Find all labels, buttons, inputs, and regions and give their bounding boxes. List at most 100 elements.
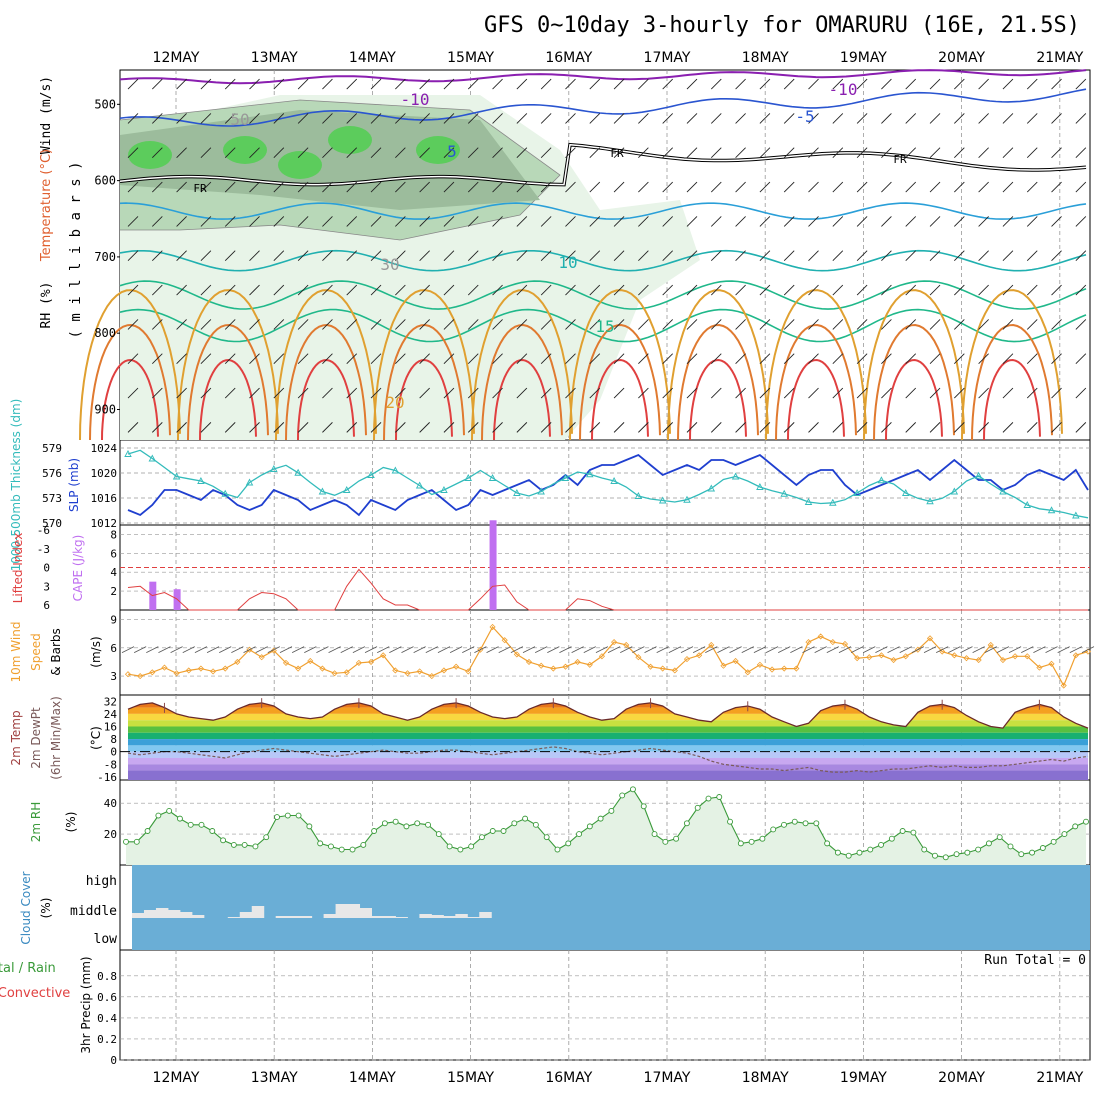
wind-speed-marker bbox=[197, 665, 204, 672]
rh-marker bbox=[220, 837, 227, 844]
wind-barb bbox=[1002, 353, 1014, 365]
thickness-marker bbox=[877, 476, 886, 484]
wind-barb bbox=[1051, 387, 1062, 399]
surface-wind-barb bbox=[182, 646, 195, 654]
wind-barb bbox=[249, 78, 260, 90]
surface-wind-barb bbox=[948, 646, 961, 654]
middle-cloud-bar bbox=[179, 912, 193, 918]
wind-speed-panel: 9 6 3 bbox=[110, 613, 1095, 689]
wind-speed-marker bbox=[793, 665, 800, 672]
wind-barb bbox=[808, 422, 819, 433]
wind-barb bbox=[346, 319, 358, 330]
surface-wind-barb bbox=[705, 646, 718, 654]
wind-barb bbox=[492, 181, 503, 193]
rh-marker bbox=[834, 849, 841, 856]
contour-label: FR bbox=[893, 153, 907, 166]
wind-speed-line bbox=[127, 625, 1089, 687]
wind-speed-marker bbox=[453, 663, 460, 670]
diurnal-temp-contour bbox=[983, 358, 1041, 441]
wind-barb bbox=[978, 250, 989, 262]
contour-label: 50 bbox=[230, 110, 249, 129]
surface-wind-barb bbox=[522, 646, 536, 654]
surface-wind-barb bbox=[923, 646, 937, 654]
wind-barb bbox=[613, 250, 625, 262]
wind-barb bbox=[978, 422, 989, 433]
middle-cloud-bar bbox=[251, 906, 265, 918]
wind-barb bbox=[686, 78, 698, 90]
rh-marker bbox=[446, 843, 453, 850]
rh-marker bbox=[554, 846, 561, 853]
wind-barb bbox=[783, 216, 795, 227]
wind-barb bbox=[856, 181, 868, 193]
wind-barb bbox=[297, 113, 309, 124]
rh-marker bbox=[683, 820, 690, 827]
wind-barb bbox=[808, 284, 819, 296]
middle-cloud-bar bbox=[155, 908, 169, 918]
wind-barb bbox=[589, 216, 601, 227]
wind-barb bbox=[686, 422, 698, 433]
thickness-marker bbox=[756, 483, 764, 490]
wind-barb bbox=[565, 216, 576, 227]
wind-barb bbox=[1002, 250, 1014, 262]
wind-speed-marker bbox=[586, 661, 593, 668]
thickness-tick-left: 579 bbox=[42, 442, 62, 455]
wind-barb bbox=[540, 319, 552, 330]
wind-speed-marker bbox=[841, 640, 849, 648]
wind-barb bbox=[127, 113, 139, 124]
wind-barb bbox=[929, 353, 941, 365]
wind-barb bbox=[978, 319, 989, 330]
contour-label: 30 bbox=[380, 255, 399, 274]
wind-barb bbox=[1051, 147, 1062, 159]
diurnal-temp-contour bbox=[297, 358, 355, 441]
rh-marker bbox=[899, 828, 906, 834]
wind-barb bbox=[151, 147, 163, 159]
date-label-top: 13MAY bbox=[251, 50, 298, 66]
rh-marker bbox=[727, 818, 733, 825]
wind-barb bbox=[176, 181, 187, 193]
wind-barb bbox=[443, 147, 455, 159]
date-label-bottom: 19MAY bbox=[840, 1070, 887, 1086]
rh-marker bbox=[619, 792, 626, 799]
wind-barb bbox=[759, 353, 771, 365]
middle-cloud-bar bbox=[395, 917, 408, 918]
wind-barb bbox=[856, 250, 868, 262]
wind-barb bbox=[662, 319, 674, 330]
surface-wind-barb bbox=[449, 646, 463, 654]
wind-barb bbox=[467, 353, 479, 365]
rh-marker bbox=[349, 846, 356, 853]
wind-barb bbox=[881, 319, 892, 330]
diurnal-temp-contour bbox=[177, 289, 279, 441]
wind-barb bbox=[322, 181, 333, 193]
date-label-bottom: 15MAY bbox=[447, 1070, 494, 1086]
surface-wind-barb bbox=[206, 646, 220, 654]
wind-barb bbox=[735, 319, 746, 330]
rh-marker bbox=[651, 831, 658, 838]
wind-barb bbox=[710, 250, 722, 262]
wind-barb bbox=[443, 422, 455, 433]
surface-wind-barb bbox=[170, 646, 183, 654]
surface-wind-barb bbox=[644, 646, 657, 654]
rh-marker bbox=[295, 812, 302, 819]
wind-barb bbox=[1026, 78, 1038, 90]
surface-wind-barb bbox=[316, 646, 329, 654]
wind-barb bbox=[151, 181, 163, 193]
wind-barb bbox=[322, 216, 333, 227]
wind-barb bbox=[929, 387, 941, 399]
surface-wind-barb bbox=[875, 646, 888, 654]
wind-barb bbox=[395, 147, 406, 159]
wind-barb bbox=[492, 387, 503, 399]
temp-contour-minus5 bbox=[119, 88, 1087, 127]
wind-barb bbox=[881, 147, 892, 159]
wind-barb bbox=[322, 284, 333, 296]
wind-speed-marker bbox=[890, 656, 897, 664]
cape-lifted-index-panel: -6 -3 0 3 6 8 6 4 2 bbox=[37, 520, 1090, 612]
wind-barb bbox=[808, 147, 819, 159]
thickness-marker bbox=[950, 487, 959, 495]
wind-barb bbox=[978, 216, 989, 227]
ylabel-precip-2: Convective bbox=[0, 986, 70, 1001]
surface-wind-barb bbox=[328, 646, 341, 654]
wind-barb bbox=[589, 181, 601, 193]
wind-barb bbox=[735, 250, 746, 262]
rh2m-panel: 40 20 bbox=[104, 786, 1090, 865]
